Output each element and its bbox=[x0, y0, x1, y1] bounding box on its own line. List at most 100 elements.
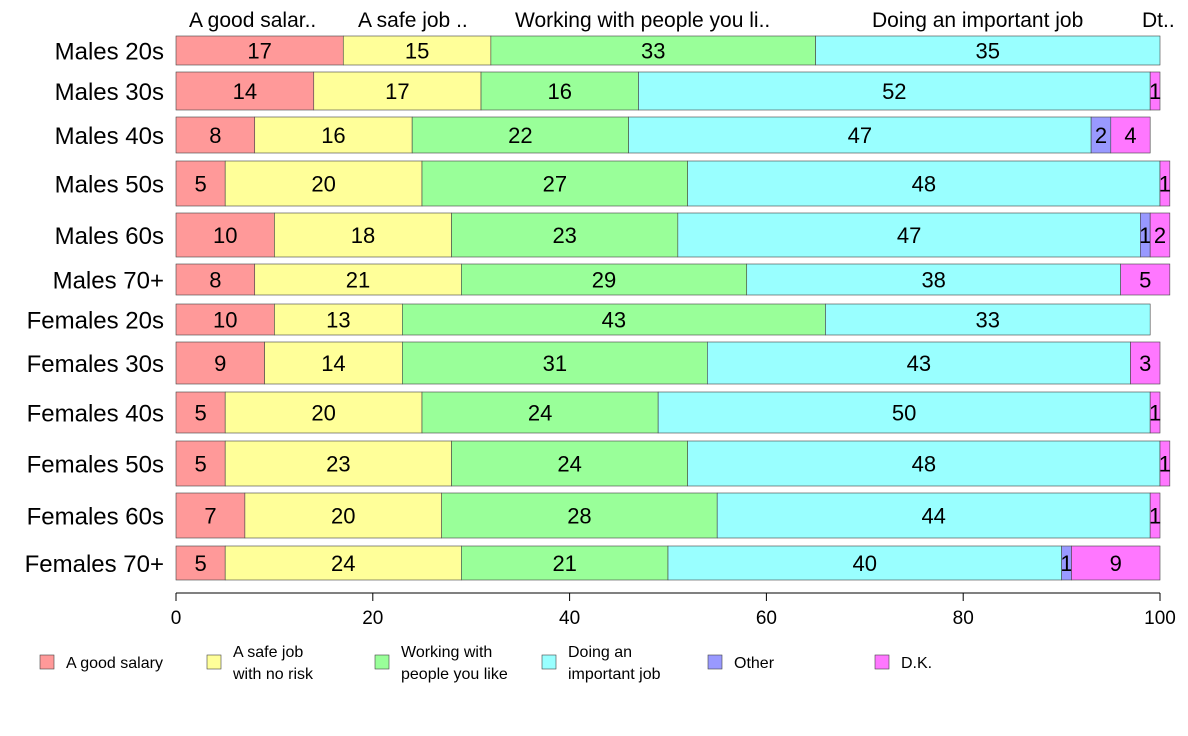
bar-segment-working-with-people-you-like bbox=[421, 160, 688, 207]
legend: A good salary A safe job with no risk Worki… bbox=[39, 644, 932, 683]
bar-segment-d-k bbox=[1149, 212, 1171, 258]
data-label: 14 bbox=[321, 351, 345, 376]
data-label: 44 bbox=[921, 504, 945, 529]
bar-segment-a-safe-job-with-no-risk bbox=[224, 545, 462, 581]
data-label: 23 bbox=[326, 452, 350, 477]
bar-segment-a-safe-job-with-no-risk bbox=[264, 341, 403, 385]
bar-segment-a-safe-job-with-no-risk bbox=[244, 492, 442, 539]
row-label-males-30s: Males 30s bbox=[55, 79, 164, 106]
data-label: 2 bbox=[1154, 223, 1166, 248]
bar-row-males-40s: 8 16 22 47 2 4 bbox=[175, 116, 1151, 154]
data-label: 20 bbox=[311, 401, 335, 426]
top-category-labels: A good salar.. A safe job .. Working with … bbox=[189, 9, 1175, 32]
bar-segment-doing-an-important-job bbox=[746, 263, 1121, 296]
legend-swatch bbox=[39, 654, 55, 670]
bar-row-females-60s: 7 20 28 44 1 bbox=[175, 492, 1161, 539]
bar-row-females-40s: 5 20 24 50 1 bbox=[175, 391, 1161, 434]
row-label-males-70: Males 70+ bbox=[53, 268, 164, 295]
legend-swatch bbox=[374, 654, 390, 670]
data-label: 16 bbox=[321, 123, 345, 148]
bar-segment-working-with-people-you-like bbox=[402, 303, 826, 336]
data-label: 4 bbox=[1124, 123, 1136, 148]
data-label: 50 bbox=[892, 401, 916, 426]
legend-item-doing-an-important-job: Doing an important job bbox=[541, 644, 661, 683]
data-label: 9 bbox=[1110, 551, 1122, 576]
bar-row-males-70: 8 21 29 38 5 bbox=[175, 263, 1171, 296]
bar-segment-a-safe-job-with-no-risk bbox=[274, 212, 452, 258]
legend-item-a-safe-job-with-no-risk: A safe job with no risk bbox=[206, 644, 314, 683]
data-label: 43 bbox=[602, 308, 626, 333]
bar-segment-d-k bbox=[1149, 492, 1161, 539]
legend-swatch bbox=[874, 654, 890, 670]
bar-segment-a-good-salary bbox=[175, 71, 315, 111]
bar-segment-d-k bbox=[1120, 263, 1171, 296]
bar-segment-d-k bbox=[1149, 71, 1161, 111]
x-tick-label: 20 bbox=[362, 608, 383, 629]
data-label: 17 bbox=[247, 39, 271, 64]
data-label: 1 bbox=[1149, 79, 1161, 104]
bar-segment-a-safe-job-with-no-risk bbox=[342, 35, 492, 66]
bar-segment-working-with-people-you-like bbox=[461, 263, 748, 296]
data-label: 5 bbox=[194, 172, 206, 197]
bar-segment-a-good-salary bbox=[175, 35, 344, 66]
bar-segment-a-safe-job-with-no-risk bbox=[254, 263, 462, 296]
bar-segment-working-with-people-you-like bbox=[451, 440, 688, 487]
data-label: 33 bbox=[641, 39, 665, 64]
legend-swatch bbox=[541, 654, 557, 670]
data-label: 31 bbox=[543, 351, 567, 376]
bar-segment-doing-an-important-job bbox=[707, 341, 1131, 385]
bar-segment-doing-an-important-job bbox=[677, 212, 1141, 258]
top-label-4: Dt.. bbox=[1142, 9, 1175, 32]
data-label: 35 bbox=[976, 39, 1000, 64]
bar-segment-a-good-salary bbox=[175, 116, 256, 154]
x-tick-label: 60 bbox=[756, 608, 777, 629]
bar-row-males-20s: 17 15 33 35 bbox=[175, 35, 1161, 66]
row-label-females-20s: Females 20s bbox=[27, 308, 164, 335]
x-tick-label: 40 bbox=[559, 608, 580, 629]
data-label: 15 bbox=[405, 39, 429, 64]
data-label: 1 bbox=[1060, 551, 1072, 576]
bar-segment-working-with-people-you-like bbox=[461, 545, 669, 581]
data-label: 10 bbox=[213, 223, 237, 248]
data-label: 1 bbox=[1159, 172, 1171, 197]
x-tick-label: 80 bbox=[953, 608, 974, 629]
bar-segment-working-with-people-you-like bbox=[402, 341, 708, 385]
bar-segment-working-with-people-you-like bbox=[411, 116, 629, 154]
row-label-males-60s: Males 60s bbox=[55, 223, 164, 250]
bar-segment-working-with-people-you-like bbox=[441, 492, 718, 539]
bar-row-males-30s: 14 17 16 52 1 bbox=[175, 71, 1161, 111]
data-label: 43 bbox=[907, 351, 931, 376]
legend-swatch bbox=[206, 654, 222, 670]
legend-label: A good salary bbox=[66, 655, 163, 672]
legend-label: Working with people you like bbox=[401, 644, 508, 683]
bar-segment-a-safe-job-with-no-risk bbox=[224, 391, 423, 434]
legend-label: Doing an important job bbox=[568, 644, 661, 683]
x-tick-label: 0 bbox=[171, 608, 182, 629]
bar-row-females-50s: 5 23 24 48 1 bbox=[175, 440, 1171, 487]
bar-segment-doing-an-important-job bbox=[825, 303, 1151, 336]
data-label: 5 bbox=[194, 452, 206, 477]
bar-segment-doing-an-important-job bbox=[628, 116, 1092, 154]
data-label: 5 bbox=[1139, 268, 1151, 293]
data-label: 1 bbox=[1159, 452, 1171, 477]
data-label: 20 bbox=[311, 172, 335, 197]
data-label: 23 bbox=[552, 223, 576, 248]
row-label-males-50s: Males 50s bbox=[55, 172, 164, 199]
data-label: 5 bbox=[194, 551, 206, 576]
legend-label: A safe job with no risk bbox=[232, 644, 314, 683]
row-label-females-50s: Females 50s bbox=[27, 452, 164, 479]
row-label-females-30s: Females 30s bbox=[27, 351, 164, 378]
data-label: 5 bbox=[194, 401, 206, 426]
bar-segment-d-k bbox=[1071, 545, 1161, 581]
row-label-females-70: Females 70+ bbox=[25, 551, 164, 578]
data-label: 47 bbox=[848, 123, 872, 148]
bar-segment-a-good-salary bbox=[175, 303, 275, 336]
bar-segment-a-good-salary bbox=[175, 492, 246, 539]
bar-segment-d-k bbox=[1149, 391, 1161, 434]
bar-segment-doing-an-important-job bbox=[687, 160, 1161, 207]
data-label: 1 bbox=[1149, 504, 1161, 529]
bar-row-males-60s: 10 18 23 47 1 2 bbox=[175, 212, 1171, 258]
x-tick-label: 100 bbox=[1144, 608, 1176, 629]
